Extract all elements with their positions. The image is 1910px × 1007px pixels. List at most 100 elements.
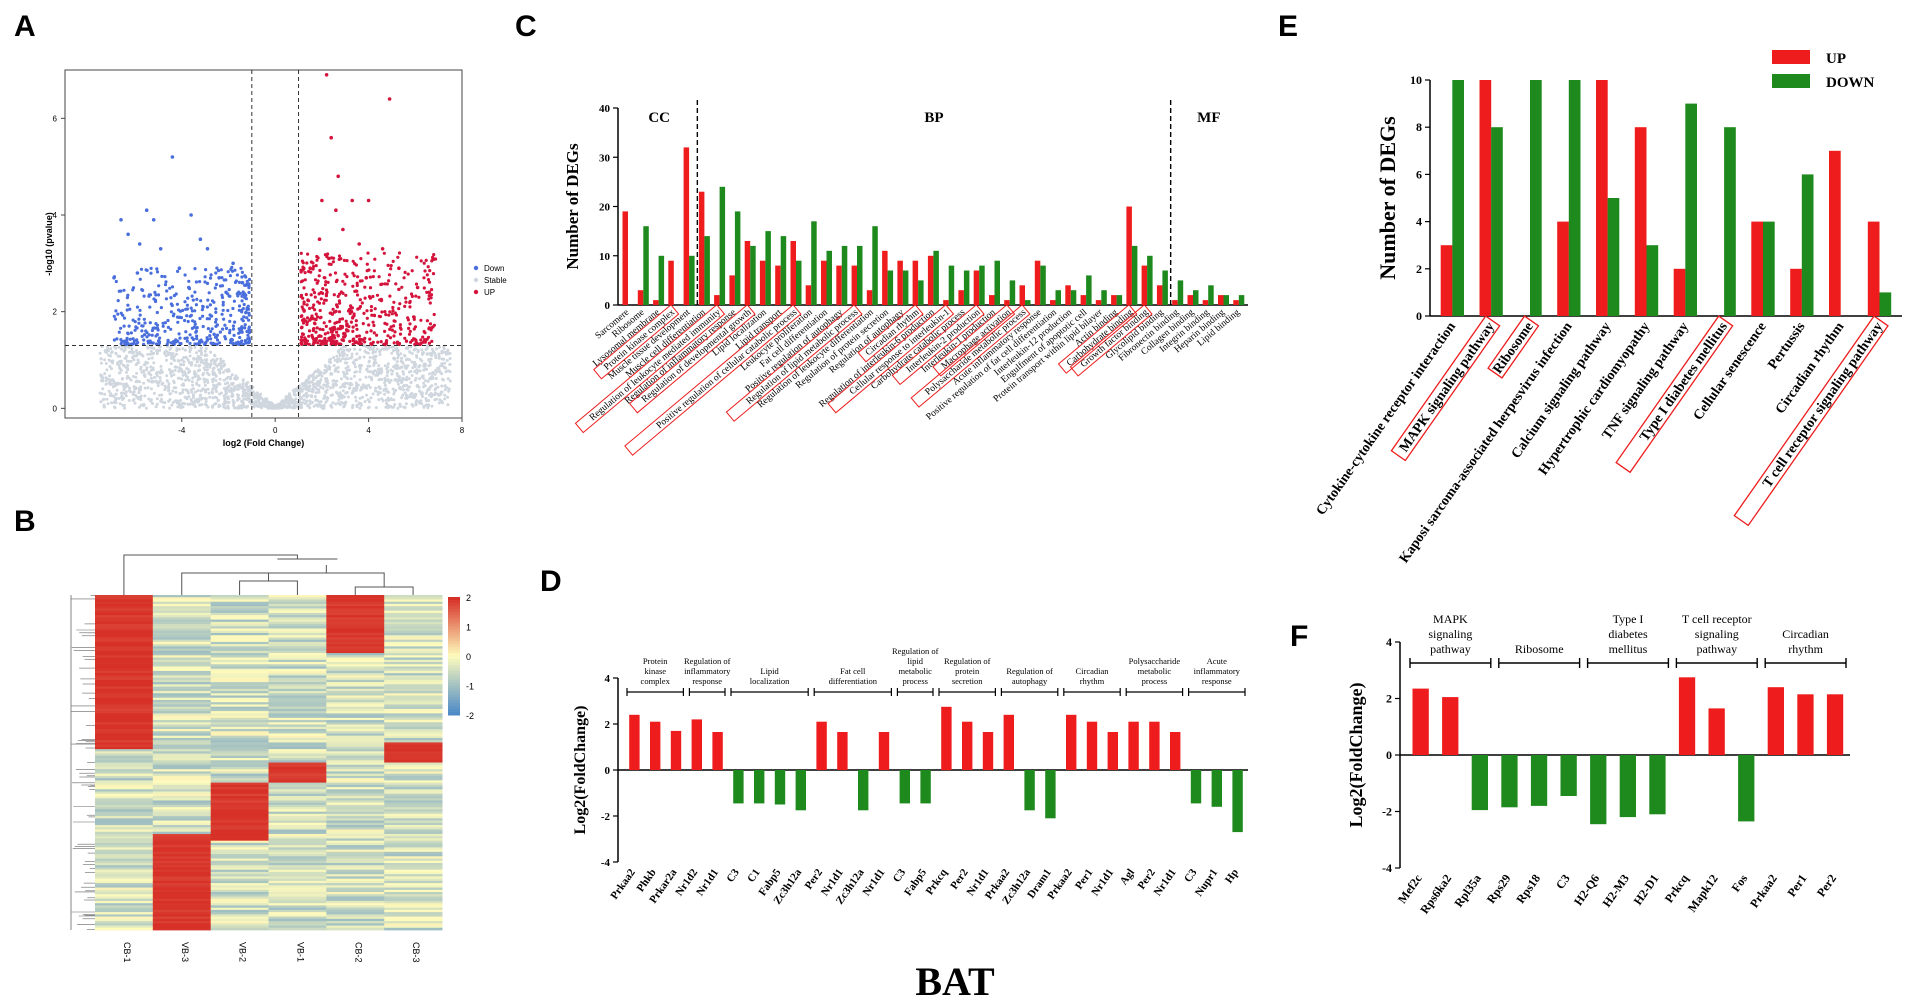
heatmap-cell xyxy=(326,601,385,605)
heatmap-cell xyxy=(384,655,443,658)
up-point xyxy=(429,296,433,300)
heatmap-cell xyxy=(384,753,443,757)
up-point xyxy=(316,256,320,260)
stable-point xyxy=(279,401,283,405)
stable-point xyxy=(167,385,171,389)
stable-point xyxy=(192,357,196,361)
heatmap-cell xyxy=(210,842,269,846)
heatmap-cell xyxy=(210,601,269,605)
up-point xyxy=(402,276,406,280)
down-point xyxy=(214,335,218,339)
heatmap-cell xyxy=(326,684,385,687)
kegg-fc-bar xyxy=(1826,694,1844,755)
stable-point xyxy=(269,401,273,405)
stable-point xyxy=(331,379,335,383)
up-point xyxy=(311,261,315,265)
stable-point xyxy=(322,383,326,387)
up-point xyxy=(348,311,352,316)
stable-point xyxy=(143,386,147,390)
down-point xyxy=(153,290,157,294)
heatmap-cell xyxy=(384,804,443,808)
heatmap-cell xyxy=(384,883,443,886)
up-point xyxy=(329,336,333,340)
up-point xyxy=(301,261,305,265)
stable-point xyxy=(182,356,186,359)
go-bar-down xyxy=(994,260,1000,305)
stable-point xyxy=(211,396,215,400)
heatmap-cell xyxy=(384,686,443,690)
up-point xyxy=(320,198,324,203)
up-point xyxy=(369,329,373,333)
down-point xyxy=(211,341,215,345)
down-point xyxy=(199,338,203,342)
stable-point xyxy=(225,377,229,381)
heatmap-cell xyxy=(152,697,212,701)
heatmap-cell xyxy=(95,731,154,734)
down-point xyxy=(179,316,183,320)
down-point xyxy=(198,280,202,284)
panel-label-b: B xyxy=(14,505,36,538)
heatmap-cell xyxy=(268,883,327,886)
up-point xyxy=(300,314,304,318)
stable-point xyxy=(148,352,152,356)
up-point xyxy=(417,295,421,299)
heatmap-cell xyxy=(95,758,154,761)
go-fc-bar xyxy=(1190,770,1202,804)
go-highlight-box xyxy=(624,304,802,456)
down-point xyxy=(201,324,205,329)
go-highlight-box xyxy=(857,304,924,363)
down-point xyxy=(160,274,164,278)
stable-point xyxy=(190,390,194,394)
stable-point xyxy=(122,382,126,386)
up-point xyxy=(363,296,367,300)
kegg-fc-bar xyxy=(1412,688,1429,755)
go-bar-up xyxy=(836,265,842,305)
heatmap-cell xyxy=(95,867,154,871)
heatmap-cell xyxy=(268,925,327,929)
up-point xyxy=(300,335,304,339)
heatmap-cell xyxy=(326,659,385,663)
heatmap-cell xyxy=(210,907,269,911)
heatmap-col-label: VB-3 xyxy=(180,942,190,962)
stable-point xyxy=(147,397,151,401)
heatmap-cell xyxy=(326,632,385,636)
stable-point xyxy=(192,370,196,374)
stable-point xyxy=(199,389,203,393)
down-point xyxy=(237,308,241,312)
stable-point xyxy=(446,377,450,381)
heatmap-cell xyxy=(268,664,327,667)
up-point xyxy=(315,258,319,262)
stable-point xyxy=(213,362,217,366)
heatmap-cell xyxy=(152,655,212,658)
heatmap-cell xyxy=(95,626,154,629)
kegg-bar-down xyxy=(1452,80,1464,316)
down-point xyxy=(183,318,187,323)
up-point xyxy=(425,290,429,294)
heatmap-cell xyxy=(210,780,269,783)
stable-point xyxy=(236,393,240,397)
heatmap-cell xyxy=(384,610,443,614)
stable-point xyxy=(383,383,387,387)
down-point xyxy=(140,329,144,333)
stable-point xyxy=(193,375,197,379)
heatmap-cell xyxy=(152,729,212,732)
up-point xyxy=(300,305,304,309)
up-point xyxy=(340,338,344,342)
heatmap-cell xyxy=(95,889,154,893)
go-bar-up xyxy=(637,290,644,305)
up-point xyxy=(391,309,395,313)
heatmap-cell xyxy=(95,628,154,632)
stable-point xyxy=(165,358,168,362)
stable-point xyxy=(241,378,245,382)
go-fc-group-label: Regulation of lipid metabolic process xyxy=(892,646,939,686)
down-point xyxy=(214,282,219,287)
heatmap-cell xyxy=(326,796,385,799)
kegg-fc-gene-label: Fos xyxy=(1729,871,1751,894)
stable-point xyxy=(110,401,114,405)
heatmap-cell xyxy=(210,807,269,810)
stable-point xyxy=(120,347,124,351)
stable-point xyxy=(170,403,174,407)
heatmap-cell xyxy=(95,923,154,926)
stable-point xyxy=(376,393,380,396)
kegg-bar-down xyxy=(1491,127,1503,316)
